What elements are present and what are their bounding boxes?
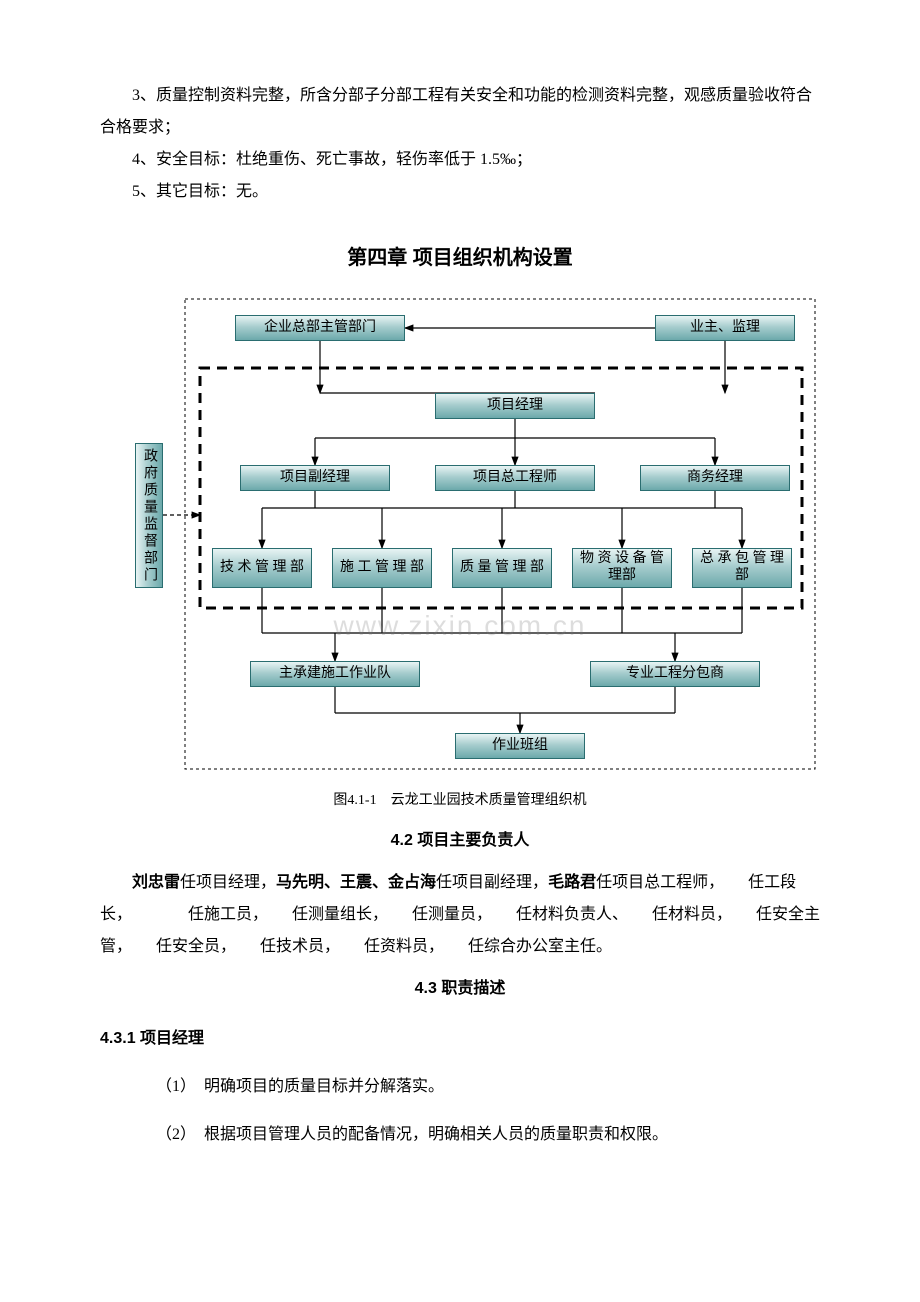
duty-item: （1）明确项目的质量目标并分解落实。	[156, 1071, 820, 1103]
org-node-ce: 项目总工程师	[435, 465, 595, 491]
intro-p2: 4、安全目标：杜绝重伤、死亡事故，轻伤率低于 1.5‰；	[100, 144, 820, 176]
subsection-4-3-1: 4.3.1 项目经理	[100, 1023, 820, 1055]
org-node-team: 主承建施工作业队	[250, 661, 420, 687]
names-para: 刘忠雷任项目经理，马先明、王震、金占海任项目副经理，毛路君任项目总工程师， 任工…	[100, 867, 820, 963]
org-node-hq: 企业总部主管部门	[235, 315, 405, 341]
org-node-crew: 作业班组	[455, 733, 585, 759]
org-node-d2: 施 工 管 理 部	[332, 548, 432, 588]
section-4-2-title: 4.2 项目主要负责人	[100, 825, 820, 857]
intro-p1: 3、质量控制资料完整，所含分部子分部工程有关安全和功能的检测资料完整，观感质量验…	[100, 80, 820, 144]
org-chart: 企业总部主管部门 业主、监理项目经理项目副经理 项目总工程师 商务经理技 术 管 理 …	[100, 293, 820, 773]
section-4-3-title: 4.3 职责描述	[100, 973, 820, 1005]
intro-p3: 5、其它目标：无。	[100, 176, 820, 208]
org-node-d3: 质 量 管 理 部	[452, 548, 552, 588]
org-node-sub: 专业工程分包商	[590, 661, 760, 687]
org-node-d4: 物 资 设 备 管理部	[572, 548, 672, 588]
org-node-d5: 总 承 包 管 理部	[692, 548, 792, 588]
org-node-d1: 技 术 管 理 部	[212, 548, 312, 588]
chart-caption: 图4.1-1 云龙工业园技术质量管理组织机	[100, 787, 820, 815]
duty-item: （2）根据项目管理人员的配备情况，明确相关人员的质量职责和权限。	[156, 1119, 820, 1151]
org-node-bm: 商务经理	[640, 465, 790, 491]
chapter-title: 第四章 项目组织机构设置	[100, 238, 820, 278]
org-node-pm: 项目经理	[435, 393, 595, 419]
org-node-gov: 政府质量监督部门	[135, 443, 163, 588]
org-node-owner: 业主、监理	[655, 315, 795, 341]
org-node-vpm: 项目副经理	[240, 465, 390, 491]
